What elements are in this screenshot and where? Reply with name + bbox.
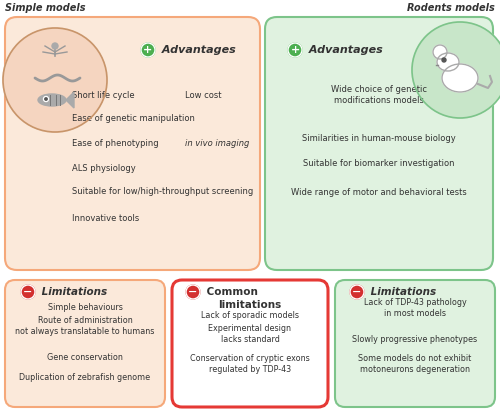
FancyBboxPatch shape — [265, 17, 493, 270]
Text: in vivo imaging: in vivo imaging — [185, 138, 250, 147]
Text: Limitations: Limitations — [38, 287, 107, 297]
FancyBboxPatch shape — [172, 280, 328, 407]
Text: Suitable for biomarker investigation: Suitable for biomarker investigation — [303, 159, 455, 168]
Circle shape — [21, 285, 35, 299]
Circle shape — [44, 96, 49, 101]
Text: Ease of phenotyping: Ease of phenotyping — [72, 138, 158, 147]
Text: Slowly progressive phenotypes: Slowly progressive phenotypes — [352, 335, 478, 344]
Text: Wide range of motor and behavioral tests: Wide range of motor and behavioral tests — [291, 187, 467, 197]
Text: Lack of sporadic models: Lack of sporadic models — [201, 311, 299, 321]
Text: Some models do not exhibit
motoneurons degeneration: Some models do not exhibit motoneurons d… — [358, 354, 472, 374]
Text: Short life cycle: Short life cycle — [72, 91, 134, 100]
Circle shape — [288, 43, 302, 57]
Ellipse shape — [38, 94, 66, 106]
Circle shape — [3, 28, 107, 132]
Circle shape — [45, 98, 47, 100]
Text: Advantages: Advantages — [158, 45, 236, 55]
Text: +: + — [290, 45, 300, 55]
Text: Limitations: Limitations — [367, 287, 436, 297]
Text: Experimental design
lacks standard: Experimental design lacks standard — [208, 324, 292, 344]
Text: Innovative tools: Innovative tools — [72, 213, 139, 222]
Text: −: − — [352, 287, 362, 297]
Text: Simple behaviours: Simple behaviours — [48, 304, 122, 312]
FancyBboxPatch shape — [335, 280, 495, 407]
Ellipse shape — [437, 53, 459, 71]
Text: Lack of TDP-43 pathology
in most models: Lack of TDP-43 pathology in most models — [364, 298, 467, 318]
Ellipse shape — [442, 64, 478, 92]
Text: Duplication of zebrafish genome: Duplication of zebrafish genome — [20, 374, 150, 382]
Text: Advantages: Advantages — [305, 45, 383, 55]
Text: Simple models: Simple models — [5, 3, 86, 13]
Text: −: − — [188, 287, 198, 297]
Text: −: − — [24, 287, 32, 297]
Text: Rodents models: Rodents models — [407, 3, 495, 13]
FancyBboxPatch shape — [5, 17, 260, 270]
Text: Suitable for low/high-throughput screening: Suitable for low/high-throughput screeni… — [72, 187, 254, 196]
Text: Gene conservation: Gene conservation — [47, 353, 123, 363]
Text: Wide choice of genetic
modifications models: Wide choice of genetic modifications mod… — [331, 85, 427, 105]
Text: limitations: limitations — [218, 300, 282, 310]
Text: +: + — [144, 45, 152, 55]
Text: Ease of genetic manipulation: Ease of genetic manipulation — [72, 113, 195, 122]
Text: Common: Common — [203, 287, 258, 297]
Circle shape — [141, 43, 155, 57]
Circle shape — [350, 285, 364, 299]
Text: Route of administration
not always translatable to humans: Route of administration not always trans… — [16, 316, 154, 336]
Text: Conservation of cryptic exons
regulated by TDP-43: Conservation of cryptic exons regulated … — [190, 354, 310, 374]
Text: ALS physiology: ALS physiology — [72, 164, 136, 173]
Circle shape — [433, 45, 447, 59]
Circle shape — [412, 22, 500, 118]
Circle shape — [186, 285, 200, 299]
Text: Similarities in human-mouse biology: Similarities in human-mouse biology — [302, 133, 456, 143]
Circle shape — [52, 43, 58, 49]
FancyBboxPatch shape — [5, 280, 165, 407]
Text: Low cost: Low cost — [185, 91, 222, 100]
Polygon shape — [66, 92, 74, 108]
Circle shape — [442, 58, 446, 62]
